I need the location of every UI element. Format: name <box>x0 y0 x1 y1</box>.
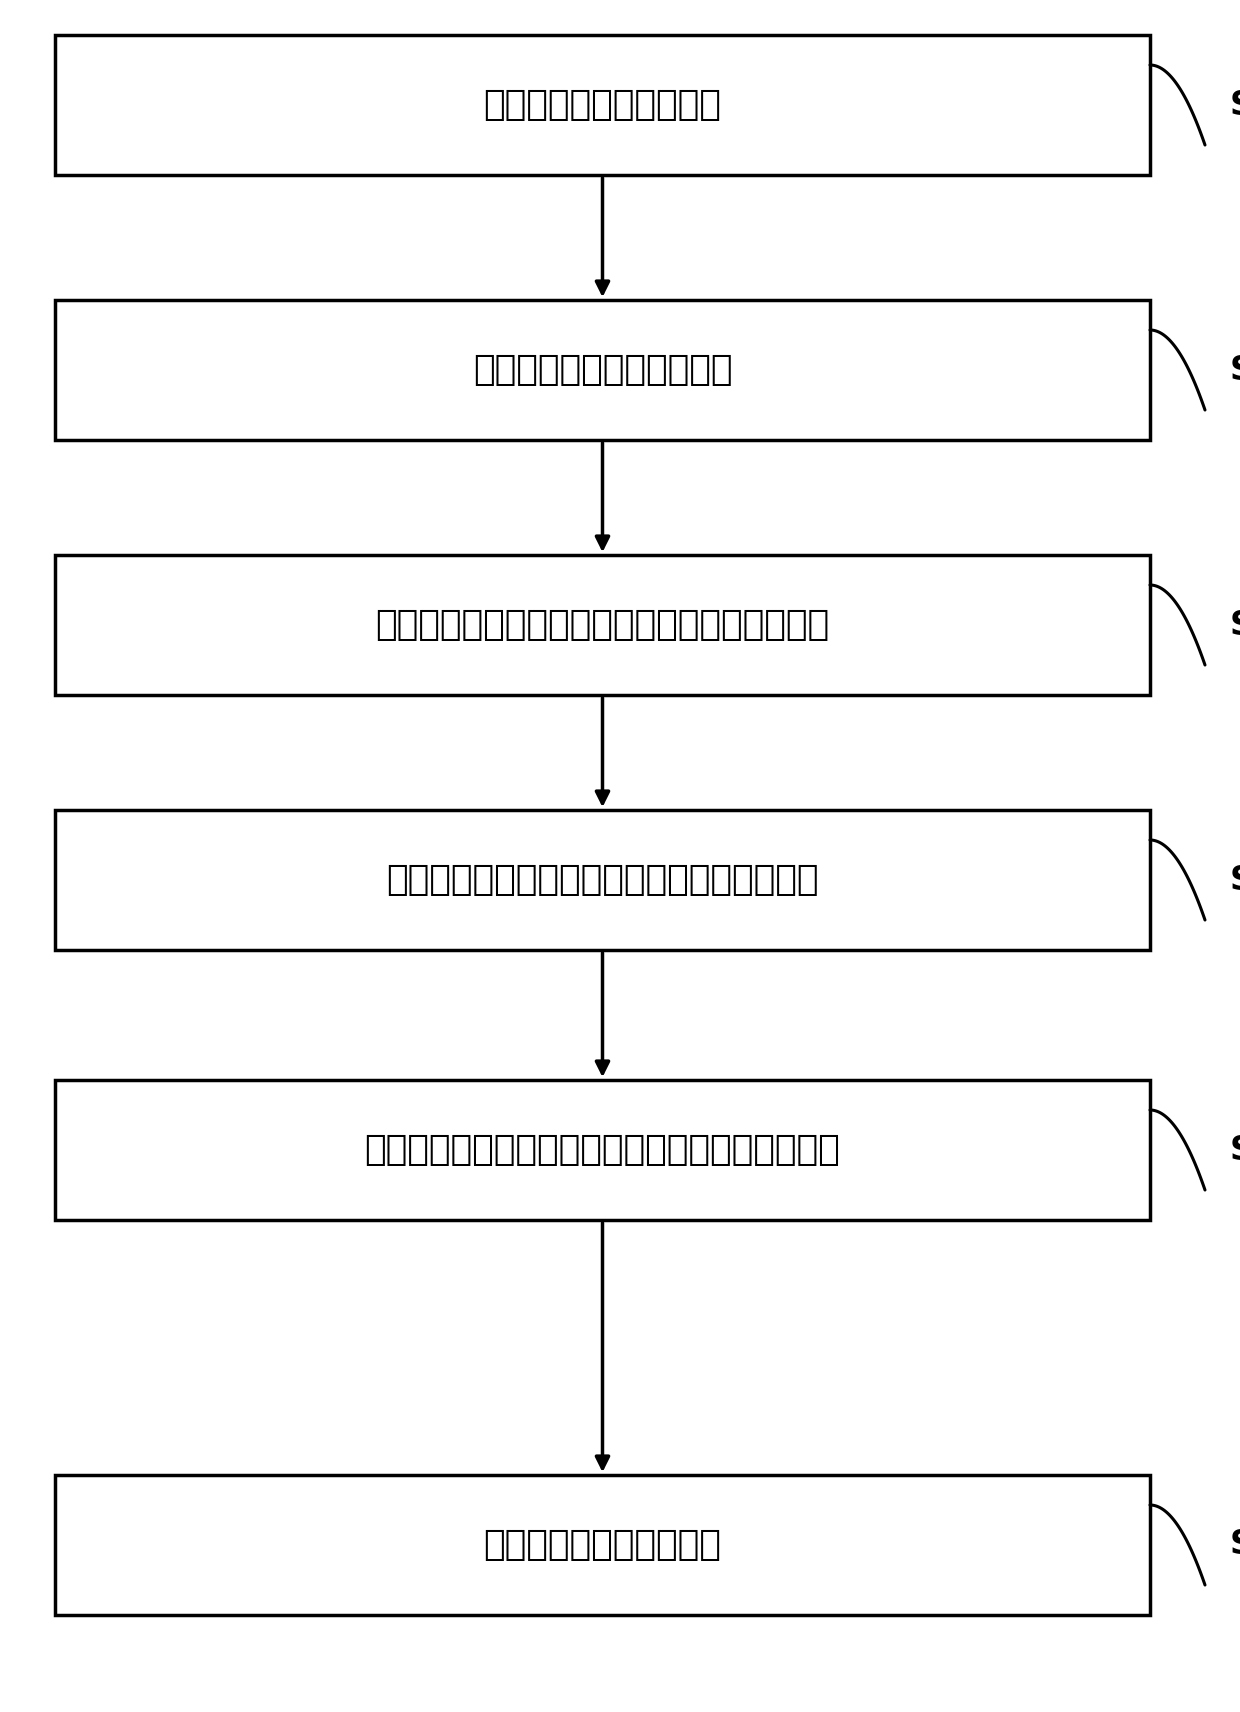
Text: 根据测量的温度估算油浸式套管内部热点温度: 根据测量的温度估算油浸式套管内部热点温度 <box>386 863 818 897</box>
Bar <box>55 300 1149 440</box>
Text: S2: S2 <box>1230 353 1240 387</box>
Text: 测量油浸式套管上瓷套、法兰以及下瓷套的温度: 测量油浸式套管上瓷套、法兰以及下瓷套的温度 <box>376 608 830 642</box>
Text: 根据内部热点温度估算油浸式套管内绝缘的聚合度: 根据内部热点温度估算油浸式套管内绝缘的聚合度 <box>365 1133 841 1168</box>
Text: S5: S5 <box>1230 1133 1240 1166</box>
Text: 测试油浸式套管的介电谱: 测试油浸式套管的介电谱 <box>484 1529 722 1561</box>
Text: S1: S1 <box>1230 89 1240 122</box>
Bar <box>55 555 1149 695</box>
Text: S3: S3 <box>1230 608 1240 642</box>
Bar <box>55 34 1149 175</box>
Text: 搭建油浸式套管老化平台: 搭建油浸式套管老化平台 <box>484 87 722 122</box>
Bar <box>55 1080 1149 1221</box>
Text: 对油浸式套管进行老化处理: 对油浸式套管进行老化处理 <box>472 353 733 387</box>
Text: S4: S4 <box>1230 863 1240 897</box>
Text: S6: S6 <box>1230 1529 1240 1561</box>
Bar <box>55 810 1149 950</box>
Bar <box>55 1476 1149 1614</box>
